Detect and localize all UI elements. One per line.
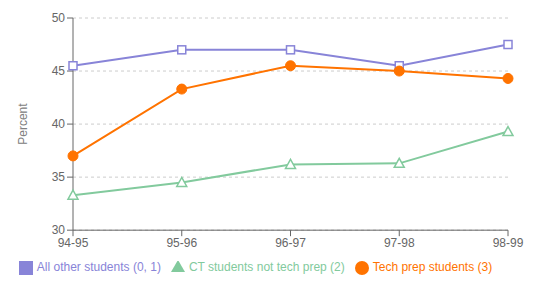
- svg-text:45: 45: [52, 64, 66, 78]
- html-text:CT students not tech prep (2): CT students not tech prep (2): [188, 260, 345, 275]
- svg-text:35: 35: [52, 170, 66, 184]
- svg-text:30: 30: [52, 223, 66, 237]
- html-text:Tech prep students (3): Tech prep students (3): [372, 260, 493, 275]
- svg-text:95-96: 95-96: [166, 236, 197, 250]
- svg-text:Percent: Percent: [16, 103, 30, 145]
- svg-text:40: 40: [52, 117, 66, 131]
- html-text:All other students (0, 1): All other students (0, 1): [36, 260, 161, 275]
- svg-text:50: 50: [52, 11, 66, 25]
- svg-text:98-99: 98-99: [493, 236, 524, 250]
- svg-text:94-95: 94-95: [58, 236, 89, 250]
- svg-text:96-97: 96-97: [275, 236, 306, 250]
- svg-text:97-98: 97-98: [384, 236, 415, 250]
